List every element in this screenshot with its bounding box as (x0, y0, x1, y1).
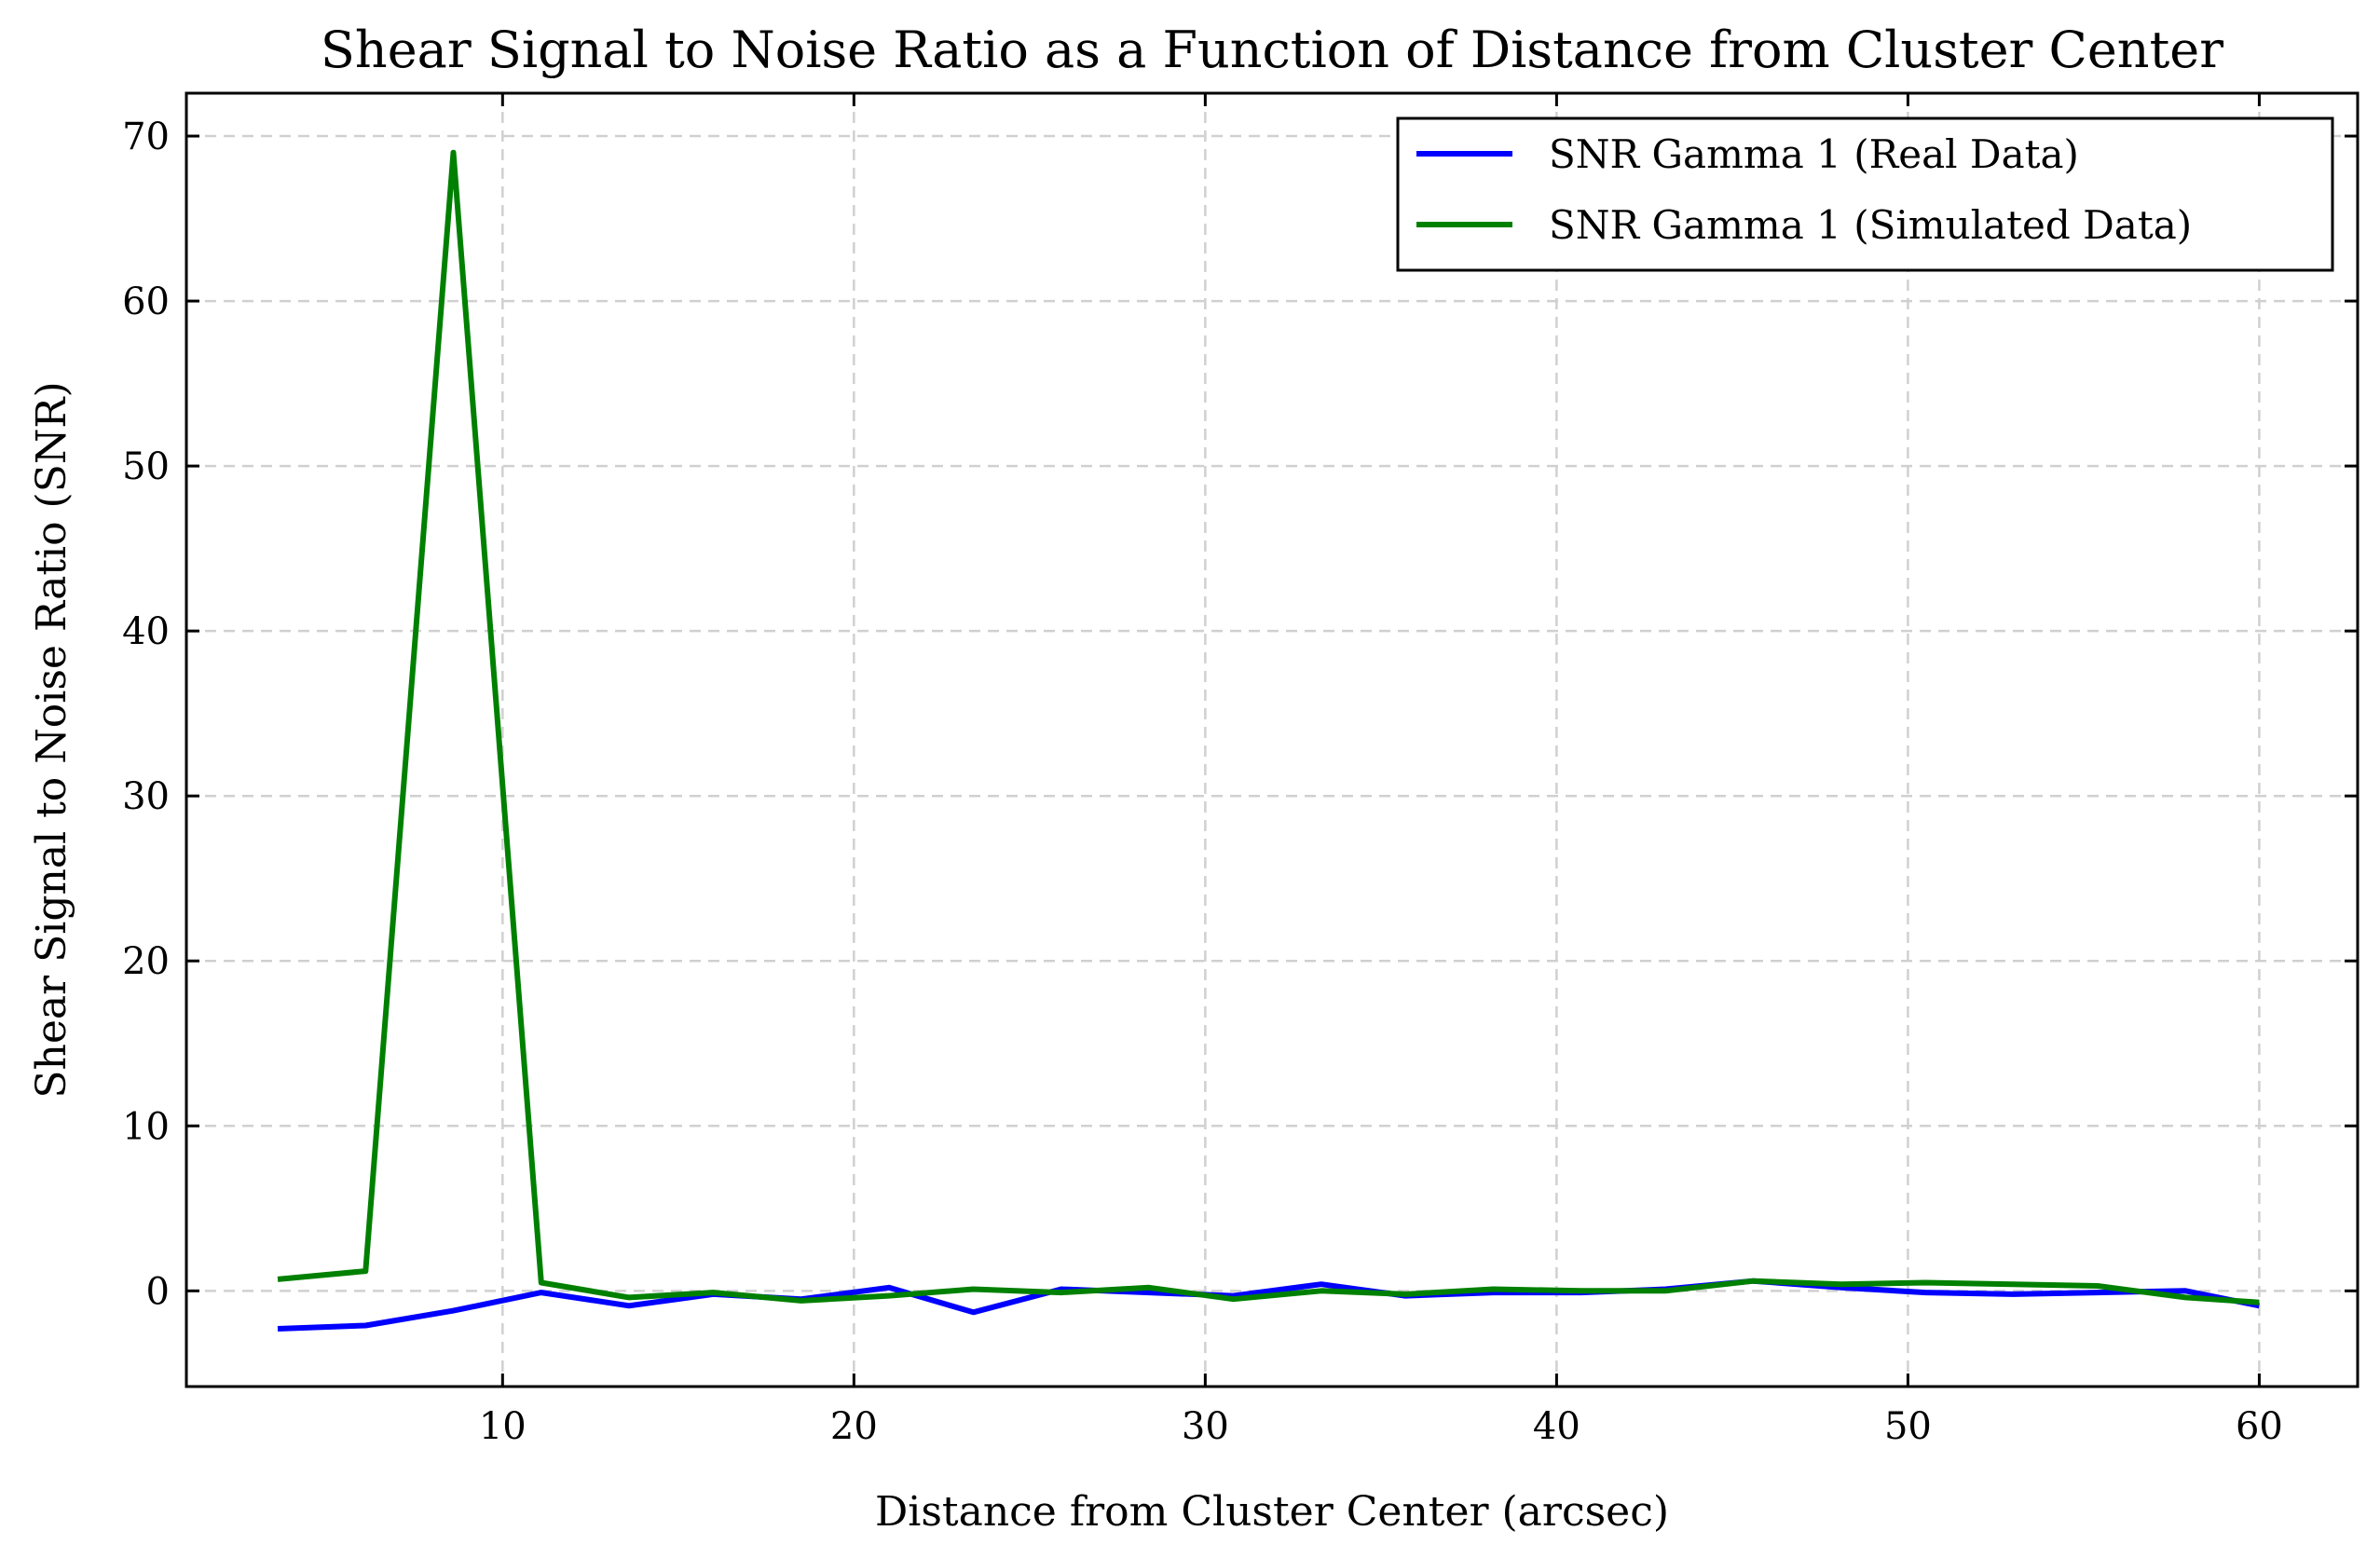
legend-label-simulated: SNR Gamma 1 (Simulated Data) (1549, 202, 2192, 248)
x-tick-label: 30 (1182, 1405, 1229, 1448)
legend-box (1396, 116, 2334, 272)
x-tick-label: 10 (479, 1405, 527, 1448)
y-axis-label: Shear Signal to Noise Ratio (SNR) (28, 381, 75, 1098)
series-line-real (277, 1278, 2260, 1332)
x-tick-label: 40 (1533, 1405, 1580, 1448)
x-tick-label: 60 (2236, 1405, 2283, 1448)
series-line-simulated (277, 149, 2260, 1305)
y-tick-label: 70 (122, 116, 170, 158)
chart-title: Shear Signal to Noise Ratio as a Functio… (321, 20, 2223, 79)
plot-frame (185, 91, 2359, 1388)
tick-layer: 10 20 30 40 50 60 0 10 20 30 40 50 60 70 (122, 93, 2358, 1448)
y-tick-label: 0 (146, 1270, 170, 1313)
grid-layer (186, 93, 2358, 1387)
y-tick-label: 60 (122, 280, 170, 323)
x-tick-label: 50 (1884, 1405, 1932, 1448)
legend: SNR Gamma 1 (Real Data) SNR Gamma 1 (Sim… (1396, 116, 2334, 272)
y-tick-label: 50 (122, 445, 170, 488)
x-axis-label: Distance from Cluster Center (arcsec) (875, 1488, 1669, 1536)
x-tick-label: 20 (830, 1405, 878, 1448)
y-tick-label: 20 (122, 940, 170, 983)
series-layer (277, 149, 2260, 1332)
legend-label-real: SNR Gamma 1 (Real Data) (1549, 131, 2079, 177)
y-tick-label: 10 (122, 1105, 170, 1148)
y-tick-label: 40 (122, 610, 170, 653)
y-tick-label: 30 (122, 775, 170, 818)
